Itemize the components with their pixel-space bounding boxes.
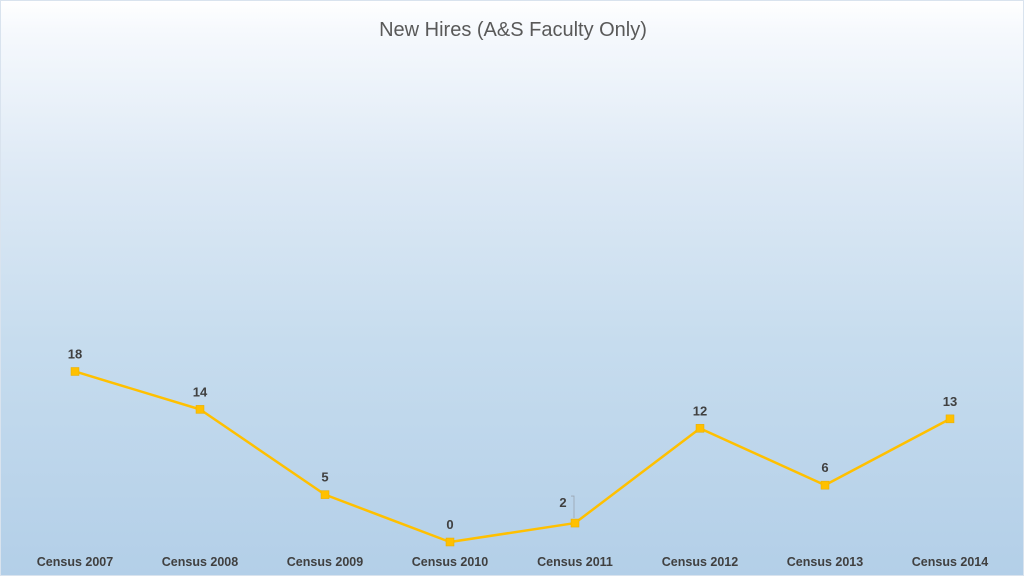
data-label: 0 [446, 517, 453, 532]
x-tick-label: Census 2009 [287, 555, 363, 569]
chart-title: New Hires (A&S Faculty Only) [379, 19, 647, 41]
leader-lines [571, 495, 575, 519]
data-label: 18 [68, 346, 82, 361]
x-tick-label: Census 2013 [787, 555, 863, 569]
data-point-marker [195, 405, 205, 414]
data-label: 13 [943, 394, 957, 409]
data-label: 6 [821, 460, 828, 475]
data-point-marker [570, 518, 580, 528]
x-tick-label: Census 2012 [662, 555, 738, 569]
data-label: 2 [559, 495, 566, 510]
series-markers [70, 367, 955, 547]
data-point-marker [70, 367, 80, 376]
data-point-marker [820, 480, 830, 490]
x-tick-label: Census 2014 [912, 555, 988, 569]
leader-line [571, 495, 575, 519]
data-labels: 18 14 5 0 2 12 6 13 [68, 346, 957, 532]
x-axis-tick-labels: Census 2007 Census 2008 Census 2009 Census … [37, 555, 988, 569]
data-point-marker [320, 490, 330, 499]
data-point-marker [945, 414, 955, 424]
data-label: 5 [321, 470, 328, 485]
x-tick-label: Census 2010 [412, 555, 488, 569]
data-label: 12 [693, 403, 707, 418]
data-point-marker [445, 537, 455, 547]
series-lines [74, 370, 951, 544]
series-line [74, 370, 951, 544]
x-tick-label: Census 2008 [162, 555, 238, 569]
x-tick-label: Census 2011 [537, 555, 613, 569]
data-label: 14 [193, 384, 208, 399]
x-tick-label: Census 2007 [37, 555, 113, 569]
data-point-marker [695, 424, 705, 433]
